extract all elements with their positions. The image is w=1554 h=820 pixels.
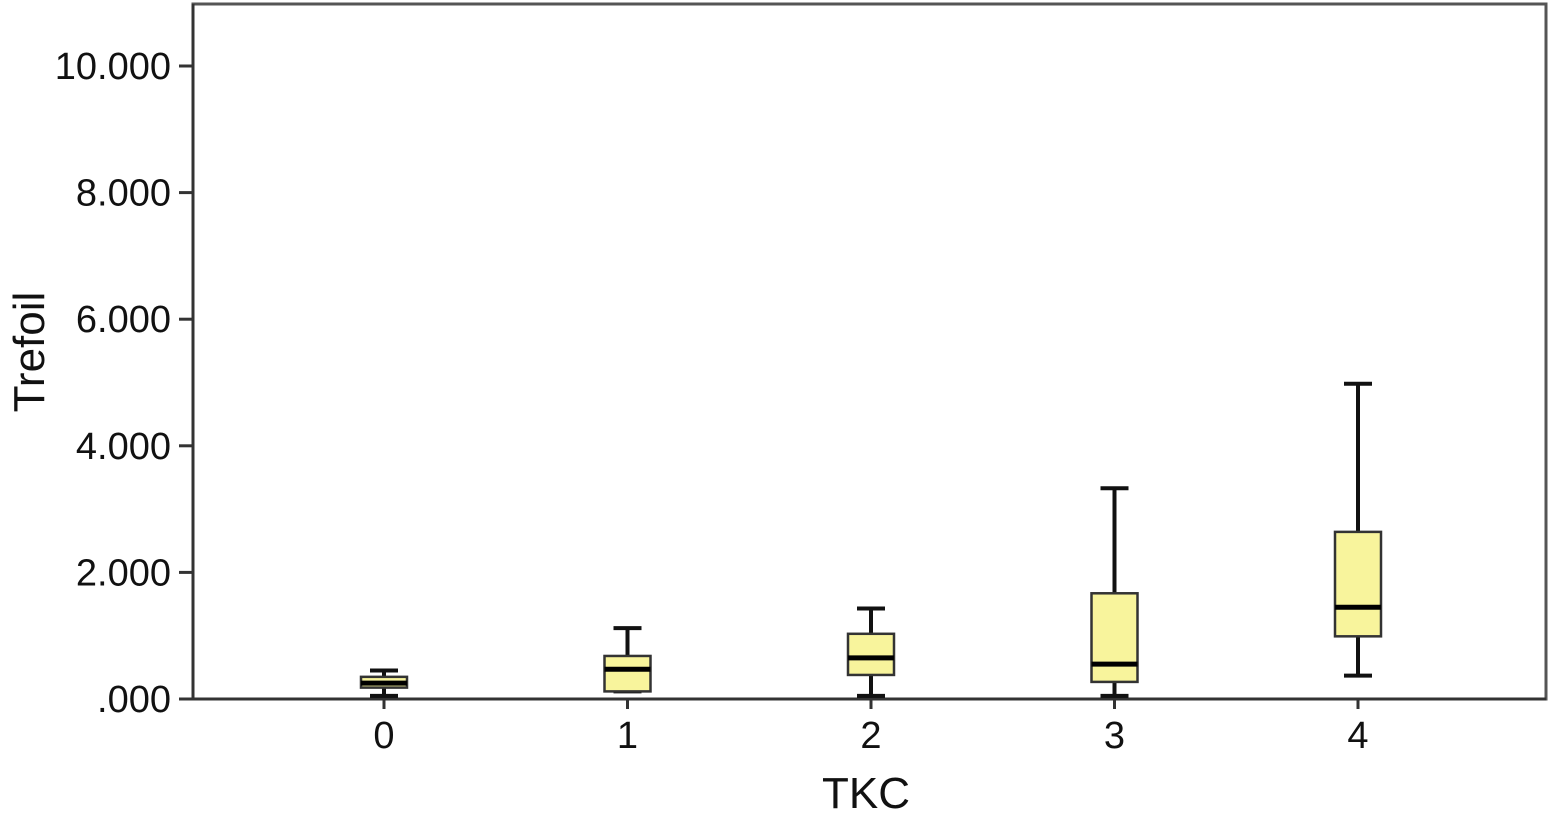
y-tick-label: 8.000 (76, 173, 171, 215)
x-tick-label: 4 (1347, 715, 1368, 757)
y-axis-title: Trefoil (5, 292, 54, 413)
iqr-box (1333, 530, 1383, 638)
x-tick-label: 2 (860, 715, 881, 757)
box-group-1 (603, 626, 652, 694)
y-tick-label: 2.000 (76, 552, 171, 594)
y-tick-label: 4.000 (76, 426, 171, 468)
x-tick-label: 1 (617, 715, 638, 757)
x-tick-label: 3 (1104, 715, 1125, 757)
box-group-0 (359, 668, 409, 698)
iqr-box (1090, 592, 1139, 684)
y-tick-label: 6.000 (76, 299, 171, 341)
iqr-box (846, 632, 896, 677)
box-series (359, 381, 1383, 698)
x-axis-ticks: 0 1 2 3 4 (373, 699, 1369, 757)
box-group-3 (1090, 486, 1139, 698)
y-tick-label: 10.000 (55, 46, 171, 88)
iqr-box (603, 654, 652, 693)
x-axis-title: TKC (822, 769, 910, 818)
x-tick-label: 0 (373, 715, 394, 757)
box-group-4 (1333, 381, 1383, 678)
y-tick-label: .000 (97, 679, 171, 721)
y-axis-ticks: .000 2.000 4.000 6.000 8.000 10.000 (55, 46, 193, 721)
box-group-2 (846, 606, 896, 698)
